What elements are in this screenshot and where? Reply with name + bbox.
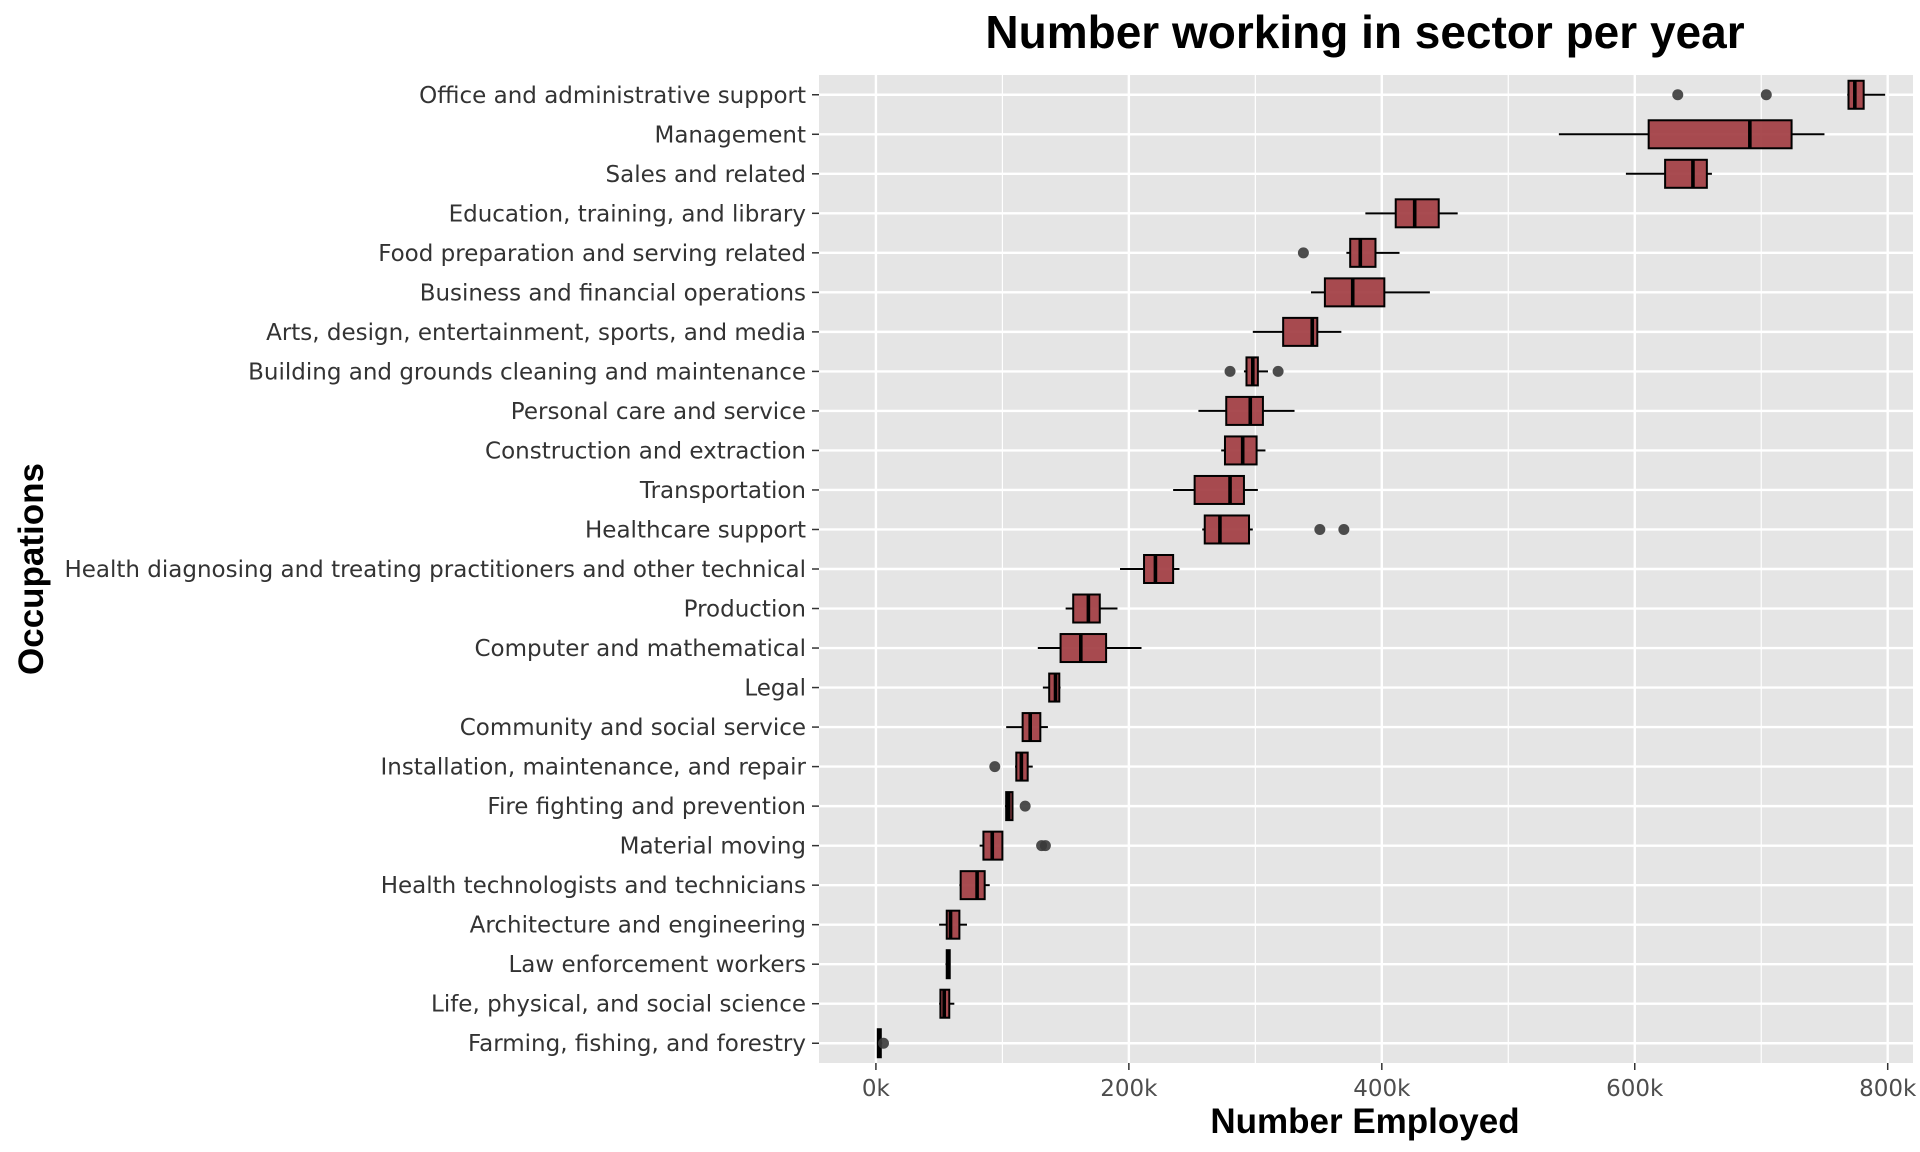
iqr-box	[945, 909, 961, 940]
category-label: Installation, maintenance, and repair	[380, 755, 806, 781]
category-label: Legal	[744, 676, 806, 702]
category-label: Food preparation and serving related	[378, 241, 806, 267]
iqr-box	[1664, 158, 1708, 189]
category-label: Fire fighting and prevention	[487, 794, 806, 820]
outlier-point	[989, 761, 1001, 773]
outlier-point	[1019, 800, 1031, 812]
box-group	[1365, 198, 1458, 229]
y-axis-title: Occupations	[12, 463, 51, 675]
category-label: Business and financial operations	[420, 280, 806, 306]
iqr-box	[959, 870, 986, 901]
category-label: Architecture and engineering	[470, 913, 806, 939]
iqr-box	[1059, 633, 1108, 664]
category-label: Management	[654, 122, 806, 148]
boxes	[876, 79, 1886, 1059]
chart-title: Number working in sector per year	[985, 6, 1744, 58]
outlier-point	[1039, 840, 1051, 852]
category-label: Farming, fishing, and forestry	[468, 1031, 806, 1057]
category-label: Production	[684, 597, 806, 623]
box-group	[1310, 277, 1430, 308]
category-label: Computer and mathematical	[474, 636, 806, 662]
outlier-point	[878, 1037, 890, 1049]
value-axis: 0k 200k 400k 600k 800k	[862, 1063, 1917, 1102]
category-label: Health technologists and technicians	[381, 873, 806, 899]
category-label: Community and social service	[460, 715, 806, 741]
outlier-point	[1272, 365, 1284, 377]
box-group	[939, 988, 955, 1019]
box-group	[989, 751, 1033, 782]
x-tick-label: 200k	[1100, 1076, 1158, 1102]
category-axis: Office and administrative support Managem…	[64, 83, 819, 1057]
box-group	[939, 909, 967, 940]
iqr-box	[1225, 395, 1264, 426]
outlier-point	[1314, 523, 1326, 535]
iqr-box	[1349, 237, 1377, 268]
category-label: Building and grounds cleaning and mainte…	[248, 359, 806, 385]
x-tick-label: 800k	[1859, 1076, 1917, 1102]
box-group	[1224, 356, 1284, 387]
box-group	[1042, 672, 1061, 703]
category-label: Construction and extraction	[485, 438, 806, 464]
box-group	[1221, 435, 1266, 466]
box-group	[1004, 791, 1031, 822]
outlier-point	[1672, 89, 1684, 101]
box-group	[979, 830, 1051, 861]
box-group	[1625, 158, 1712, 189]
iqr-box	[1203, 514, 1251, 545]
x-tick-label: 600k	[1606, 1076, 1664, 1102]
outlier-point	[1338, 523, 1350, 535]
category-label: Transportation	[639, 478, 806, 504]
x-axis-title: Number Employed	[1210, 1102, 1519, 1141]
box-group	[1173, 474, 1258, 505]
box-group	[1006, 712, 1048, 743]
box-group	[1202, 514, 1350, 545]
category-label: Arts, design, entertainment, sports, and…	[266, 320, 806, 346]
box-group	[959, 870, 990, 901]
category-label: Health diagnosing and treating practitio…	[64, 557, 806, 583]
category-label: Office and administrative support	[419, 83, 806, 109]
category-label: Education, training, and library	[449, 201, 806, 227]
iqr-box	[1193, 474, 1245, 505]
iqr-box	[1323, 277, 1386, 308]
iqr-box	[1143, 554, 1175, 584]
x-tick-label: 0k	[862, 1076, 891, 1102]
box-group	[1672, 79, 1886, 110]
outlier-point	[1760, 89, 1772, 101]
category-label: Personal care and service	[511, 399, 806, 425]
category-label: Material moving	[620, 834, 806, 860]
box-group	[1558, 119, 1825, 150]
iqr-box	[1394, 198, 1440, 229]
box-group	[1198, 395, 1295, 426]
iqr-box	[1223, 435, 1258, 466]
x-tick-label: 400k	[1353, 1076, 1411, 1102]
iqr-box	[1072, 593, 1101, 624]
outlier-point	[1297, 247, 1309, 259]
category-label: Life, physical, and social science	[431, 992, 806, 1018]
category-label: Law enforcement workers	[508, 952, 806, 978]
box-group	[1120, 554, 1180, 584]
category-label: Healthcare support	[585, 517, 806, 543]
box-group	[1297, 237, 1400, 268]
box-group	[1252, 316, 1342, 347]
box-group	[945, 949, 951, 980]
iqr-box	[1647, 119, 1793, 150]
box-group	[1065, 593, 1118, 624]
category-label: Sales and related	[606, 162, 806, 188]
outlier-point	[1224, 365, 1236, 377]
box-group	[1037, 633, 1142, 664]
box-group	[876, 1028, 890, 1059]
